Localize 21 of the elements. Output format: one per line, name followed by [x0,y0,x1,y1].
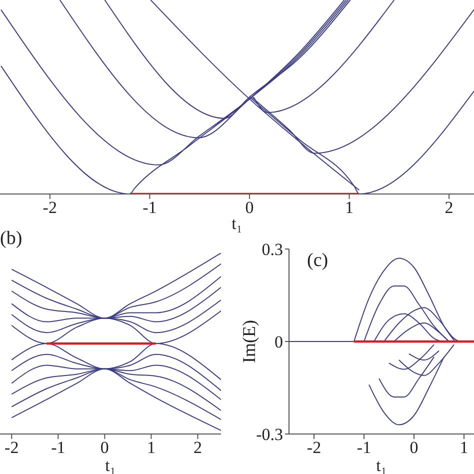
x-tick-label: 1 [345,198,354,218]
x-tick-label: -2 [42,198,57,218]
x-tick-label: -2 [4,438,19,458]
text: (b) [0,228,22,250]
x-tick-label: 1 [146,438,156,458]
x-tick-label: 1 [460,438,468,458]
x-axis-title: t₁ [232,214,242,233]
x-tick-label: 0 [100,438,109,458]
x-tick-label: -2 [306,438,322,458]
y-axis-title: Im(E) [238,320,260,363]
x-tick-label: 2 [193,438,202,458]
x-tick-label: -1 [142,198,157,218]
x-tick-label: -1 [51,438,66,458]
y-tick-label: 0.3 [262,240,283,260]
y-tick-label: 0 [274,332,283,352]
y-tick-label: -0.3 [256,425,283,444]
x-tick-label: 0 [245,198,254,218]
x-tick-label: -1 [356,438,372,458]
x-tick-label: 2 [444,198,454,218]
x-tick-label: 0 [410,438,418,458]
annotation: (c) [307,250,328,272]
